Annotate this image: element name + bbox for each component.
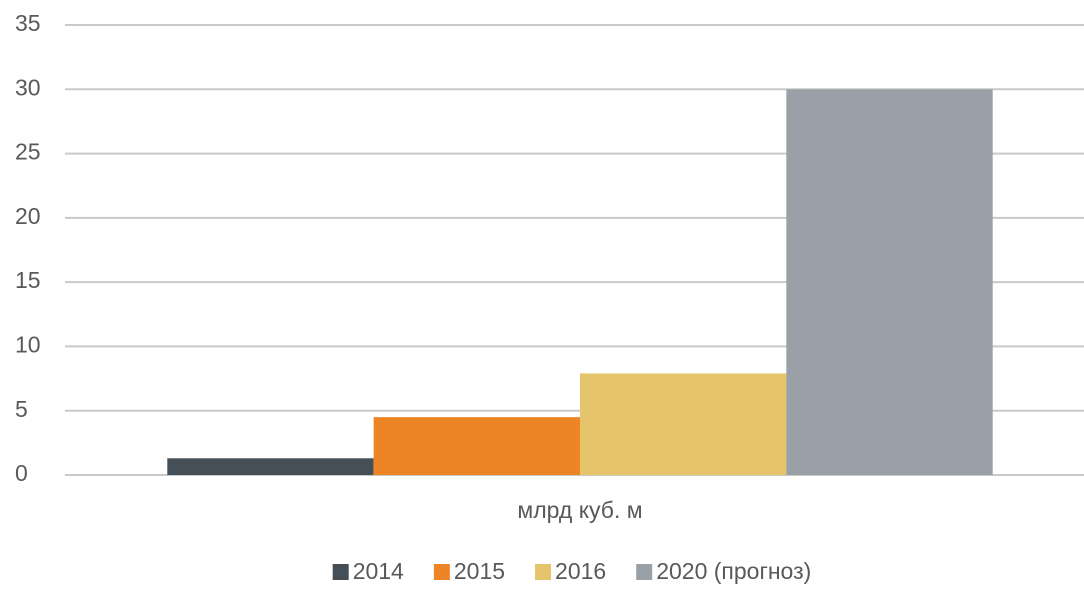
y-tick-label: 25 (15, 139, 41, 165)
legend-label: 2014 (353, 558, 404, 584)
y-tick-label: 10 (15, 332, 41, 358)
x-tick-label: млрд куб. м (517, 497, 642, 523)
legend-swatch (332, 564, 349, 580)
y-tick-label: 30 (15, 74, 41, 100)
bar (373, 417, 580, 475)
y-tick-label: 15 (15, 267, 41, 293)
y-tick-label: 5 (15, 396, 28, 422)
y-tick-label: 20 (15, 203, 41, 229)
bar (580, 373, 787, 475)
bar (786, 89, 993, 476)
y-tick-label: 35 (15, 10, 41, 36)
legend-label: 2020 (прогноз) (656, 558, 811, 584)
bar (167, 458, 374, 475)
legend-swatch (433, 564, 450, 580)
legend-label: 2015 (454, 558, 505, 584)
y-tick-label: 0 (15, 460, 28, 486)
legend-label: 2016 (555, 558, 606, 584)
legend-swatch (636, 564, 653, 580)
legend-swatch (535, 564, 552, 580)
